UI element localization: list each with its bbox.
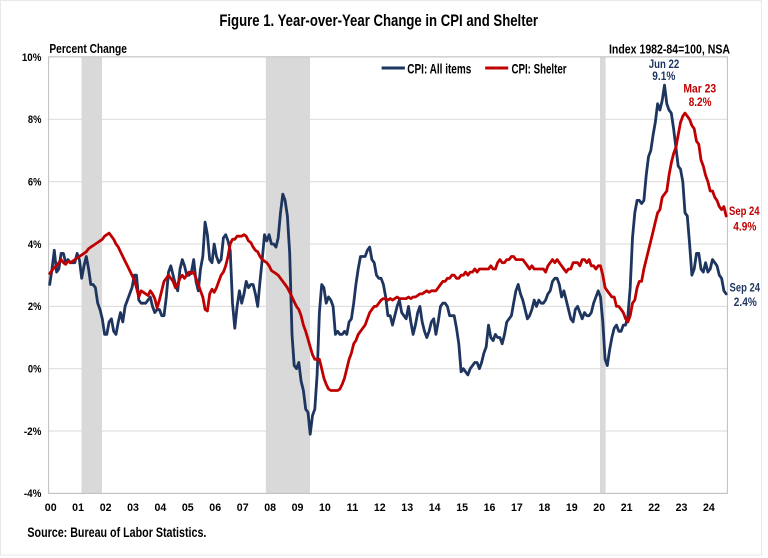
svg-text:08: 08 bbox=[264, 502, 276, 514]
svg-text:15: 15 bbox=[456, 502, 468, 514]
svg-text:Figure 1. Year-over-Year Chang: Figure 1. Year-over-Year Change in CPI a… bbox=[219, 11, 538, 30]
svg-text:CPI: All items: CPI: All items bbox=[407, 61, 471, 77]
svg-text:06: 06 bbox=[209, 502, 221, 514]
svg-text:Mar 23: Mar 23 bbox=[683, 81, 716, 95]
svg-text:CPI: Shelter: CPI: Shelter bbox=[512, 61, 567, 77]
svg-text:12: 12 bbox=[374, 502, 386, 514]
svg-text:8%: 8% bbox=[28, 114, 42, 126]
svg-text:-2%: -2% bbox=[24, 426, 42, 438]
svg-text:01: 01 bbox=[72, 502, 84, 514]
svg-text:21: 21 bbox=[621, 502, 633, 514]
svg-text:8.2%: 8.2% bbox=[689, 95, 712, 109]
svg-text:Source: Bureau of Labor Statis: Source: Bureau of Labor Statistics. bbox=[27, 524, 206, 540]
svg-text:0%: 0% bbox=[28, 364, 42, 376]
svg-text:04: 04 bbox=[155, 502, 167, 514]
svg-text:Percent Change: Percent Change bbox=[49, 41, 127, 56]
svg-text:10%: 10% bbox=[22, 52, 42, 64]
svg-text:19: 19 bbox=[566, 502, 578, 514]
svg-text:9.1%: 9.1% bbox=[652, 69, 675, 83]
svg-text:00: 00 bbox=[45, 502, 57, 514]
svg-text:07: 07 bbox=[237, 502, 249, 514]
svg-text:Index 1982-84=100, NSA: Index 1982-84=100, NSA bbox=[609, 42, 730, 57]
svg-text:09: 09 bbox=[292, 502, 304, 514]
svg-text:11: 11 bbox=[347, 502, 359, 514]
svg-text:Sep 24: Sep 24 bbox=[730, 281, 761, 295]
svg-text:10: 10 bbox=[319, 502, 331, 514]
svg-text:2%: 2% bbox=[28, 301, 42, 313]
svg-text:14: 14 bbox=[429, 502, 441, 514]
svg-text:2.4%: 2.4% bbox=[734, 295, 757, 309]
svg-text:13: 13 bbox=[401, 502, 413, 514]
svg-text:05: 05 bbox=[182, 502, 194, 514]
svg-text:4.9%: 4.9% bbox=[733, 219, 756, 233]
svg-text:24: 24 bbox=[703, 502, 715, 514]
svg-text:17: 17 bbox=[511, 502, 523, 514]
svg-text:20: 20 bbox=[593, 502, 605, 514]
svg-text:-4%: -4% bbox=[24, 488, 42, 500]
svg-text:18: 18 bbox=[539, 502, 551, 514]
svg-text:23: 23 bbox=[676, 502, 688, 514]
svg-text:Sep 24: Sep 24 bbox=[729, 204, 760, 218]
svg-text:Jun 22: Jun 22 bbox=[649, 57, 680, 71]
svg-text:6%: 6% bbox=[28, 177, 42, 189]
svg-text:16: 16 bbox=[484, 502, 496, 514]
svg-text:03: 03 bbox=[127, 502, 139, 514]
svg-text:02: 02 bbox=[100, 502, 112, 514]
svg-text:22: 22 bbox=[648, 502, 660, 514]
svg-text:4%: 4% bbox=[28, 239, 42, 251]
